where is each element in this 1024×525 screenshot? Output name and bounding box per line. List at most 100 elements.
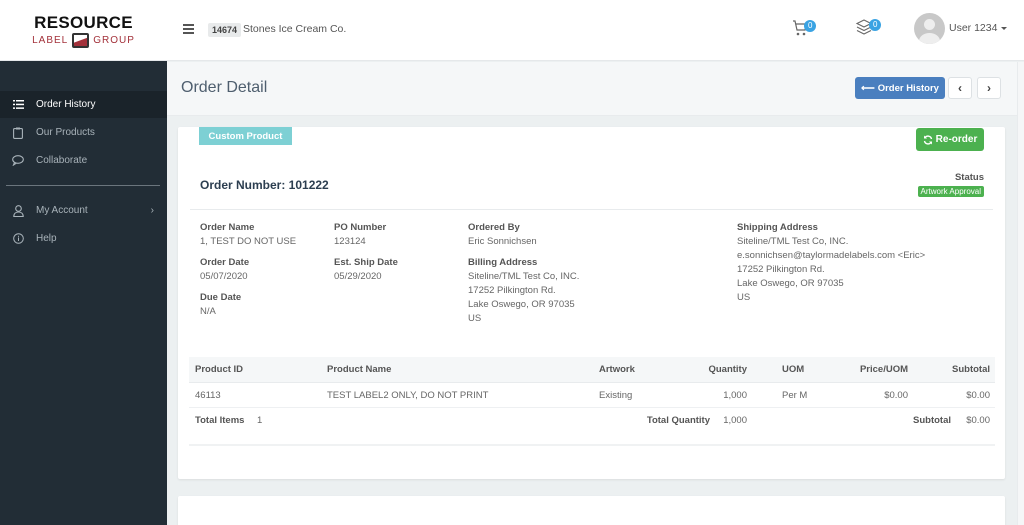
col-price-uom: Price/UOM xyxy=(859,364,908,375)
address-line: e.sonnichsen@taylormadelabels.com <Eric> xyxy=(737,250,926,261)
total-items-value: 1 xyxy=(257,415,263,426)
field-value: Eric Sonnichsen xyxy=(468,236,537,247)
col-artwork: Artwork xyxy=(599,364,635,375)
account-id-badge: 14674 xyxy=(208,23,242,37)
artwork: Existing xyxy=(599,389,633,401)
sidebar-item-collaborate[interactable]: Collaborate xyxy=(0,147,167,174)
subtotal-value: $0.00 xyxy=(966,415,990,426)
field-value: N/A xyxy=(200,306,216,317)
caret-down-icon xyxy=(1001,26,1008,30)
field-label: Ordered By xyxy=(468,222,520,233)
sidebar-item-help[interactable]: Help xyxy=(0,225,167,252)
address-line: Siteline/TML Test Co, INC. xyxy=(468,271,580,282)
quantity: 1,000 xyxy=(723,389,747,401)
logo-group-text: GROUP xyxy=(93,34,135,46)
col-product-name: Product Name xyxy=(327,364,392,375)
arrow-left-icon: ⟵ xyxy=(861,82,875,94)
cart-button[interactable]: 0 xyxy=(792,18,820,38)
order-items-table: Product ID Product Name Artwork Quantity… xyxy=(189,357,995,433)
billing-address-field: Billing Address Siteline/TML Test Co, IN… xyxy=(468,256,579,326)
col-product-id: Product ID xyxy=(195,364,244,375)
table-footer: Total Items 1 Total Quantity 1,000 Subto… xyxy=(189,408,995,433)
total-quantity-label: Total Quantity xyxy=(646,415,710,426)
layers-icon xyxy=(855,19,873,35)
order-history-back-button[interactable]: ⟵ Order History xyxy=(855,77,945,99)
product-id: 46113 xyxy=(195,389,221,401)
subtotal: $0.00 xyxy=(966,389,990,401)
shipping-address-field: Shipping Address Siteline/TML Test Co, I… xyxy=(737,221,925,305)
sidebar-item-label: Help xyxy=(36,233,57,244)
list-icon xyxy=(11,98,25,112)
field-label: Order Date xyxy=(200,257,250,268)
address-line: US xyxy=(737,292,751,303)
reorder-button[interactable]: Re-order xyxy=(916,128,984,151)
chevron-left-icon: ‹ xyxy=(958,81,962,95)
clipboard-icon xyxy=(11,126,25,140)
chevron-right-icon: › xyxy=(987,81,991,95)
field-label: Shipping Address xyxy=(737,222,818,233)
field-label: Order Name xyxy=(200,222,255,233)
field-label: Billing Address xyxy=(468,257,538,268)
sidebar-item-order-history[interactable]: Order History xyxy=(0,91,167,118)
divider xyxy=(189,444,995,446)
order-name-field: Order Name 1, TEST DO NOT USE xyxy=(200,221,296,249)
sidebar: Order History Our Products Collaborate M… xyxy=(0,61,167,525)
sidebar-item-label: Our Products xyxy=(36,127,95,138)
logo-subline: LABEL GROUP xyxy=(32,32,135,48)
total-quantity-value: 1,000 xyxy=(723,415,747,426)
due-date-field: Due Date N/A xyxy=(200,291,241,319)
po-number-field: PO Number 123124 xyxy=(334,221,386,249)
table-row[interactable]: 46113 TEST LABEL2 ONLY, DO NOT PRINT Exi… xyxy=(189,383,995,408)
field-label: Est. Ship Date xyxy=(334,257,398,268)
logo-wordmark: RESOURCE xyxy=(34,12,133,32)
projects-button[interactable]: 0 xyxy=(855,17,885,37)
user-avatar[interactable] xyxy=(914,13,945,44)
address-line: Siteline/TML Test Co, INC. xyxy=(737,236,849,247)
order-detail-card: Custom Product Re-order Order Number: 10… xyxy=(178,127,1005,479)
ordered-by-field: Ordered By Eric Sonnichsen xyxy=(468,221,537,249)
col-subtotal: Subtotal xyxy=(952,364,990,375)
user-menu-dropdown[interactable]: User 1234 xyxy=(949,22,1008,34)
back-button-label: Order History xyxy=(877,82,939,94)
top-header: RESOURCE LABEL GROUP 14674 Stones Ice Cr… xyxy=(0,0,1024,61)
logo-mark-icon xyxy=(72,32,90,48)
order-date-field: Order Date 05/07/2020 xyxy=(200,256,249,284)
layers-count-badge: 0 xyxy=(869,19,882,31)
info-circle-icon xyxy=(11,232,25,246)
price-uom: $0.00 xyxy=(884,389,908,401)
page-title: Order Detail xyxy=(181,79,268,96)
address-line: 17252 Pilkington Rd. xyxy=(737,264,825,275)
product-name: TEST LABEL2 ONLY, DO NOT PRINT xyxy=(327,389,489,401)
status-label: Status xyxy=(954,172,984,183)
subtotal-label: Subtotal xyxy=(913,415,951,426)
order-number: Order Number: 101222 xyxy=(200,178,329,192)
chevron-right-icon: › xyxy=(150,205,154,216)
previous-order-button[interactable]: ‹ xyxy=(948,77,972,99)
address-line: 17252 Pilkington Rd. xyxy=(468,285,556,296)
address-line: Lake Oswego, OR 97035 xyxy=(737,278,844,289)
field-value: 05/07/2020 xyxy=(200,271,248,282)
user-name: User 1234 xyxy=(949,22,998,34)
cart-count-badge: 0 xyxy=(804,20,817,32)
field-value: 1, TEST DO NOT USE xyxy=(200,236,297,247)
secondary-card xyxy=(178,496,1005,525)
account-name: Stones Ice Cream Co. xyxy=(243,23,347,35)
address-line: US xyxy=(468,313,482,324)
next-order-button[interactable]: › xyxy=(977,77,1001,99)
hamburger-menu-icon[interactable] xyxy=(183,24,194,34)
right-edge-strip xyxy=(1017,62,1024,525)
refresh-icon xyxy=(923,134,932,145)
est-ship-date-field: Est. Ship Date 05/29/2020 xyxy=(334,256,398,284)
sidebar-item-our-products[interactable]: Our Products xyxy=(0,119,167,146)
field-value: 05/29/2020 xyxy=(334,271,382,282)
status-badge: Artwork Approval xyxy=(917,186,984,197)
sidebar-item-my-account[interactable]: My Account › xyxy=(0,197,167,224)
sidebar-item-label: Collaborate xyxy=(36,155,88,166)
page-header: Order Detail ⟵ Order History ‹ › xyxy=(167,62,1017,116)
user-icon xyxy=(11,204,25,218)
col-quantity: Quantity xyxy=(708,364,747,375)
divider xyxy=(190,209,993,210)
table-header: Product ID Product Name Artwork Quantity… xyxy=(189,357,995,383)
company-logo[interactable]: RESOURCE LABEL GROUP xyxy=(0,0,167,61)
address-line: Lake Oswego, OR 97035 xyxy=(468,299,575,310)
